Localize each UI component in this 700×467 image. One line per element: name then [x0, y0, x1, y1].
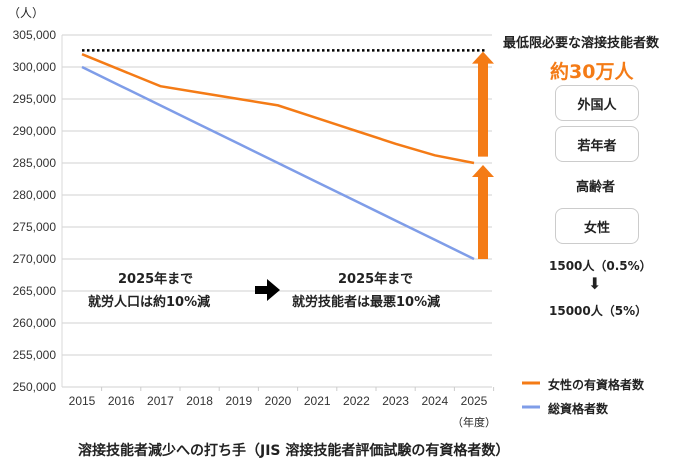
annotation-right-2: 就労技能者は最悪10%減 [292, 295, 441, 310]
x-tick-label: 2017 [147, 394, 174, 408]
y-tick-label: 275,000 [13, 220, 57, 234]
item-young: 若年者 [555, 126, 639, 162]
x-axis-unit: （年度） [452, 416, 496, 429]
women-from: 1500人（0.5%） [549, 259, 652, 273]
annotation-left-2: 就労人口は約10%減 [88, 295, 211, 310]
x-tick-label: 2022 [343, 394, 370, 408]
x-tick-label: 2019 [225, 394, 252, 408]
item-women: 女性 [555, 208, 639, 244]
y-axis-unit: （人） [8, 6, 45, 20]
side-target: 約30万人 [550, 61, 634, 83]
right-arrow-icon [255, 279, 280, 301]
legend-total-label: 総資格者数 [548, 402, 609, 416]
down-arrow-icon: ⬇ [588, 274, 602, 293]
x-tick-label: 2018 [186, 394, 213, 408]
y-tick-label: 255,000 [13, 348, 57, 362]
series-line-women [81, 53, 475, 165]
x-tick-label: 2023 [382, 394, 409, 408]
item-label: 女性 [583, 220, 610, 236]
y-tick-label: 295,000 [13, 92, 57, 106]
y-tick-label: 260,000 [13, 316, 57, 330]
x-tick-label: 2015 [69, 394, 96, 408]
item-elderly: 高齢者 [576, 180, 616, 195]
y-tick-label: 290,000 [13, 124, 57, 138]
item-label: 外国人 [577, 97, 617, 113]
item-label: 若年者 [577, 138, 617, 154]
y-tick-label: 270,000 [13, 252, 57, 266]
annotation-right-1: 2025年まで [338, 272, 414, 287]
lower-arrow-icon [472, 165, 494, 259]
x-tick-label: 2024 [421, 394, 448, 408]
x-tick-label: 2025 [461, 394, 488, 408]
y-tick-label: 285,000 [13, 156, 57, 170]
annotation-left-1: 2025年まで [118, 272, 194, 287]
women-to: 15000人（5%） [549, 304, 648, 318]
x-tick-label: 2016 [108, 394, 135, 408]
y-tick-label: 280,000 [13, 188, 57, 202]
x-tick-label: 2021 [304, 394, 331, 408]
y-tick-label: 265,000 [13, 284, 57, 298]
item-foreigners: 外国人 [555, 85, 639, 121]
upper-arrow-icon [472, 51, 494, 157]
chart-title: 溶接技能者減少への打ち手（JIS 溶接技能者評価試験の有資格者数） [78, 443, 510, 459]
y-tick-label: 300,000 [13, 60, 57, 74]
legend-women-label: 女性の有資格者数 [548, 378, 645, 392]
x-tick-label: 2020 [265, 394, 292, 408]
side-heading: 最低限必要な溶接技能者数 [503, 36, 660, 51]
y-tick-label: 250,000 [13, 380, 57, 394]
y-tick-label: 305,000 [13, 28, 57, 42]
